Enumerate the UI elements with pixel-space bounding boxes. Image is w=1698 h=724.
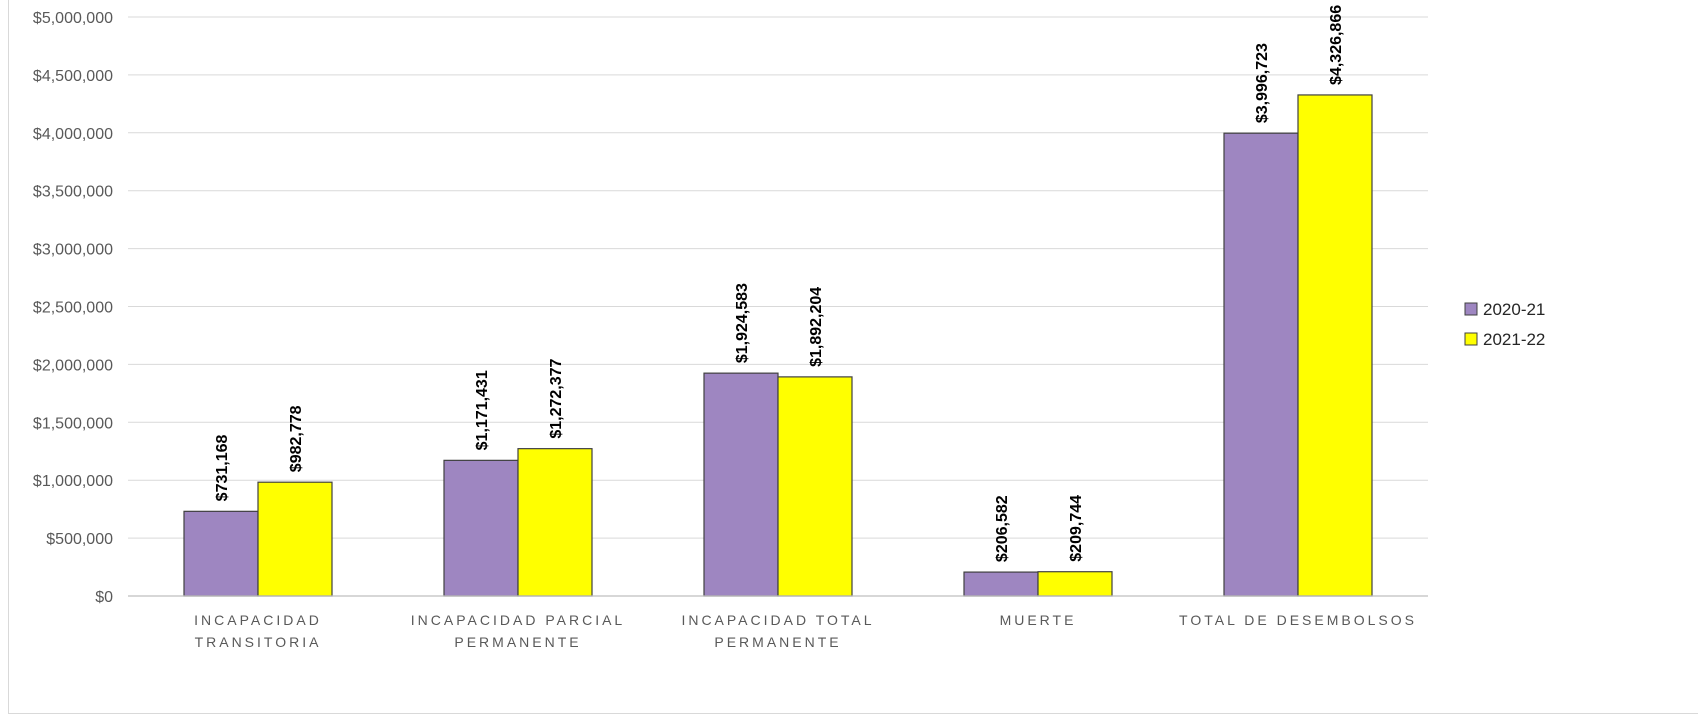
x-tick-label: MUERTE <box>1000 612 1077 628</box>
x-tick-label: INCAPACIDAD PARCIAL <box>411 612 625 628</box>
bar <box>703 372 779 597</box>
legend-label: 2020-21 <box>1483 300 1545 319</box>
y-tick-label: $1,000,000 <box>33 473 113 490</box>
bar <box>1223 132 1299 597</box>
data-label: $209,744 <box>1068 495 1085 562</box>
legend-swatch <box>1464 302 1478 316</box>
y-tick-label: $3,500,000 <box>33 184 113 201</box>
data-label: $1,924,583 <box>734 283 751 363</box>
bar <box>257 481 333 597</box>
y-tick-label: $2,000,000 <box>33 357 113 374</box>
data-label: $1,171,431 <box>474 370 491 450</box>
data-label: $982,778 <box>288 405 305 472</box>
data-label: $206,582 <box>994 495 1011 562</box>
bar <box>1297 94 1373 597</box>
data-label: $3,996,723 <box>1254 43 1271 123</box>
y-tick-label: $0 <box>95 589 113 606</box>
bar <box>517 448 593 597</box>
x-tick-label: INCAPACIDAD <box>194 612 322 628</box>
x-tick-label: TOTAL DE DESEMBOLSOS <box>1179 612 1417 628</box>
y-tick-label: $3,000,000 <box>33 242 113 259</box>
y-tick-label: $5,000,000 <box>33 10 113 27</box>
bar <box>443 459 519 597</box>
x-tick-label: PERMANENTE <box>454 634 581 650</box>
y-tick-label: $2,500,000 <box>33 300 113 317</box>
x-tick-label: PERMANENTE <box>714 634 841 650</box>
y-tick-label: $4,000,000 <box>33 126 113 143</box>
legend-label: 2021-22 <box>1483 330 1545 349</box>
y-tick-label: $500,000 <box>46 531 113 548</box>
legend-swatch <box>1464 332 1478 346</box>
y-tick-label: $1,500,000 <box>33 415 113 432</box>
data-label: $1,892,204 <box>808 287 825 367</box>
chart-frame <box>8 0 1698 714</box>
data-label: $1,272,377 <box>548 358 565 438</box>
data-label: $4,326,866 <box>1328 5 1345 85</box>
y-tick-label: $4,500,000 <box>33 68 113 85</box>
data-label: $731,168 <box>214 434 231 501</box>
x-tick-label: TRANSITORIA <box>195 634 322 650</box>
x-tick-label: INCAPACIDAD TOTAL <box>681 612 874 628</box>
